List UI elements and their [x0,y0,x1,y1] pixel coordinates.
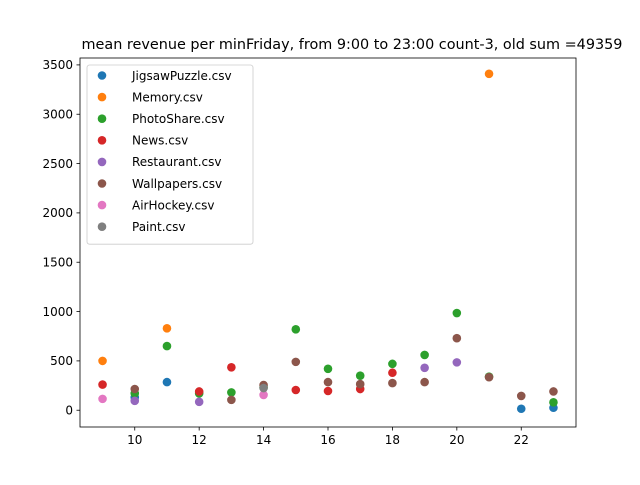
legend-label: JigsawPuzzle.csv [131,69,232,83]
legend-label: Paint.csv [132,220,185,234]
x-tick-label: 12 [192,433,207,447]
data-point-3 [388,359,397,369]
legend-marker [97,114,107,123]
legend-marker [97,71,107,80]
legend-label: Memory.csv [132,90,203,104]
legend-label: News.csv [132,134,188,148]
data-point-6 [291,357,301,367]
y-tick-label: 1500 [42,256,73,270]
data-point-2 [98,356,107,366]
x-tick-label: 22 [514,433,529,447]
data-point-2 [484,69,494,79]
legend-label: Wallpapers.csv [132,177,222,191]
y-tick-label: 1000 [42,305,73,319]
data-point-3 [355,371,365,380]
data-point-1 [162,377,172,387]
legend-marker [97,179,107,188]
data-point-5 [420,363,429,373]
y-tick-label: 3000 [42,108,73,122]
y-tick-label: 500 [50,354,73,368]
data-point-2 [162,324,172,333]
data-point-3 [549,398,558,407]
legend-marker [97,92,107,102]
y-tick-label: 2500 [42,157,73,171]
y-tick-label: 0 [65,404,73,418]
data-point-4 [194,387,204,396]
x-tick-label: 16 [320,433,335,447]
x-tick-label: 10 [127,433,142,447]
x-tick-label: 20 [449,433,464,447]
legend-box [86,64,254,245]
x-tick-label: 18 [385,433,400,447]
data-point-6 [355,379,365,389]
data-point-6 [420,377,429,387]
x-tick-label: 14 [256,433,271,447]
data-point-4 [388,368,397,378]
data-point-7 [98,394,107,404]
data-point-6 [130,384,140,394]
data-point-1 [516,404,526,414]
legend-marker [97,157,107,167]
data-point-6 [323,377,333,387]
y-tick-label: 2000 [42,206,73,220]
chart-title: mean revenue per minFriday, from 9:00 to… [82,37,623,53]
data-point-5 [452,358,462,367]
data-point-3 [452,308,462,318]
data-point-4 [291,385,301,395]
data-point-6 [549,387,558,396]
data-point-3 [291,325,301,334]
legend-marker [97,200,107,210]
data-point-3 [162,341,172,351]
legend-marker [97,222,107,231]
data-point-3 [227,388,236,397]
legend: JigsawPuzzle.csv Memory.csv PhotoShare.csv… [86,64,254,245]
legend-label: PhotoShare.csv [132,112,225,126]
data-point-5 [130,396,140,406]
data-points [98,69,558,414]
data-point-6 [388,378,397,388]
legend-label: Restaurant.csv [132,155,221,169]
data-point-8 [259,383,268,393]
x-axis: 10 12 14 16 18 20 22 [127,427,529,447]
y-tick-label: 3500 [42,58,73,72]
data-point-4 [98,380,107,389]
data-point-5 [194,397,204,407]
data-point-4 [227,363,236,372]
data-point-6 [452,333,462,343]
data-point-4 [323,386,333,396]
data-point-6 [227,395,236,405]
data-point-3 [420,350,429,360]
y-axis: 0 500 1000 1500 2000 2500 3000 3500 [42,58,80,418]
data-point-7 [259,390,268,400]
data-point-6 [484,372,494,382]
data-point-6 [516,391,526,401]
legend-label: AirHockey.csv [132,198,215,212]
data-point-3 [323,364,333,374]
legend-marker [97,136,107,145]
